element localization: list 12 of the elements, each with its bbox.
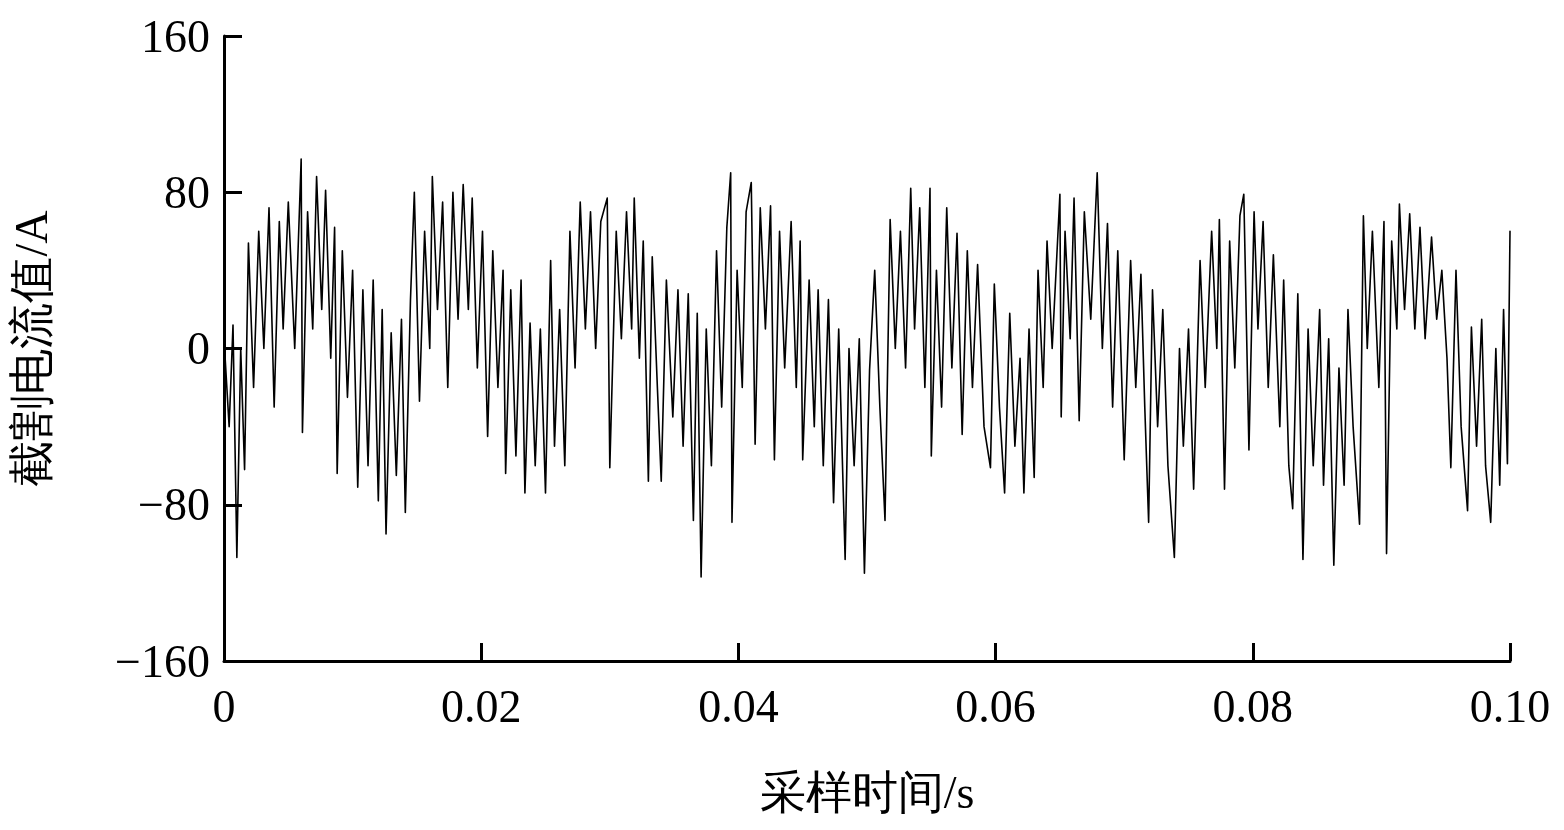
y-tick-label: −80 [138, 479, 210, 531]
x-tick-label: 0.06 [955, 680, 1036, 732]
y-tick-label: 0 [187, 323, 210, 374]
y-tick-label: 160 [141, 10, 210, 62]
y-tick-label: 80 [164, 166, 210, 218]
x-tick-label: 0.08 [1212, 680, 1294, 732]
x-tick-label: 0.04 [698, 680, 779, 732]
x-tick-label: 0.10 [1469, 680, 1551, 732]
y-tick-label: −160 [115, 635, 210, 687]
x-axis-title: 采样时间/s [759, 766, 975, 818]
x-tick-label: 0.02 [440, 680, 522, 732]
y-axis-title: 截割电流值/A [5, 210, 57, 487]
